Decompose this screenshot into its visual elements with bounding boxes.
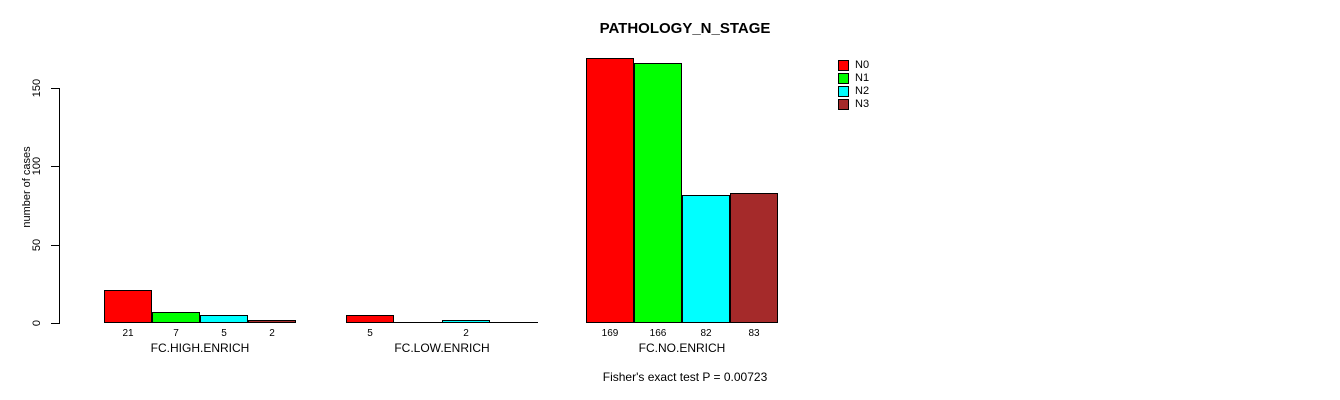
bar-value-label: 166 — [649, 328, 667, 339]
legend-swatch-n2 — [838, 86, 849, 97]
y-axis-tick — [51, 166, 59, 167]
bar-n3-fc-high-enrich — [248, 320, 296, 323]
x-category-label-fc-no-enrich: FC.NO.ENRICH — [638, 341, 726, 355]
bar-value-label: 21 — [122, 328, 134, 339]
bar-n2-fc-high-enrich — [200, 315, 248, 323]
legend-swatch-n1 — [838, 73, 849, 84]
legend-swatch-n3 — [838, 99, 849, 110]
y-axis-tick-label: 100 — [31, 156, 43, 176]
x-category-label-fc-low-enrich: FC.LOW.ENRICH — [394, 341, 490, 355]
y-axis-tick — [51, 323, 59, 324]
y-axis-tick — [51, 88, 59, 89]
legend-label-n3: N3 — [855, 98, 870, 110]
legend-label-n2: N2 — [855, 85, 870, 97]
bar-value-label: 83 — [748, 328, 760, 339]
bar-value-label: 2 — [269, 328, 275, 339]
bar-n2-fc-no-enrich — [682, 195, 730, 323]
y-axis-tick-label: 50 — [31, 238, 43, 252]
x-category-label-fc-high-enrich: FC.HIGH.ENRICH — [150, 341, 250, 355]
chart-title: PATHOLOGY_N_STAGE — [599, 20, 771, 37]
bar-n2-fc-low-enrich — [442, 320, 490, 323]
y-axis-tick — [51, 245, 59, 246]
bar-value-label: 7 — [173, 328, 179, 339]
y-axis-line — [59, 88, 60, 324]
y-axis-tick-label: 0 — [31, 319, 43, 327]
bar-n1-fc-no-enrich — [634, 63, 682, 323]
bar-n0-fc-low-enrich — [346, 315, 394, 323]
stat-annotation: Fisher's exact test P = 0.00723 — [602, 370, 768, 384]
bar-value-label: 5 — [367, 328, 373, 339]
bar-n3-fc-no-enrich — [730, 193, 778, 323]
legend-label-n1: N1 — [855, 72, 870, 84]
bar-n0-fc-high-enrich — [104, 290, 152, 323]
y-axis-tick-label: 150 — [31, 78, 43, 98]
bar-n0-fc-no-enrich — [586, 58, 634, 323]
bar-n1-fc-high-enrich — [152, 312, 200, 323]
bar-n1-fc-low-enrich — [394, 322, 442, 323]
bar-value-label: 82 — [700, 328, 712, 339]
legend-swatch-n0 — [838, 60, 849, 71]
bar-value-label: 5 — [221, 328, 227, 339]
bar-value-label: 169 — [601, 328, 619, 339]
legend-label-n0: N0 — [855, 59, 870, 71]
bar-n3-fc-low-enrich — [490, 322, 538, 323]
bar-value-label: 2 — [463, 328, 469, 339]
